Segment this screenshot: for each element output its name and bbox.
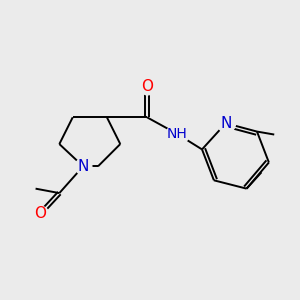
Text: O: O bbox=[34, 206, 46, 221]
Text: O: O bbox=[141, 79, 153, 94]
Text: NH: NH bbox=[167, 127, 187, 141]
Text: N: N bbox=[220, 116, 232, 131]
Text: N: N bbox=[77, 159, 89, 174]
